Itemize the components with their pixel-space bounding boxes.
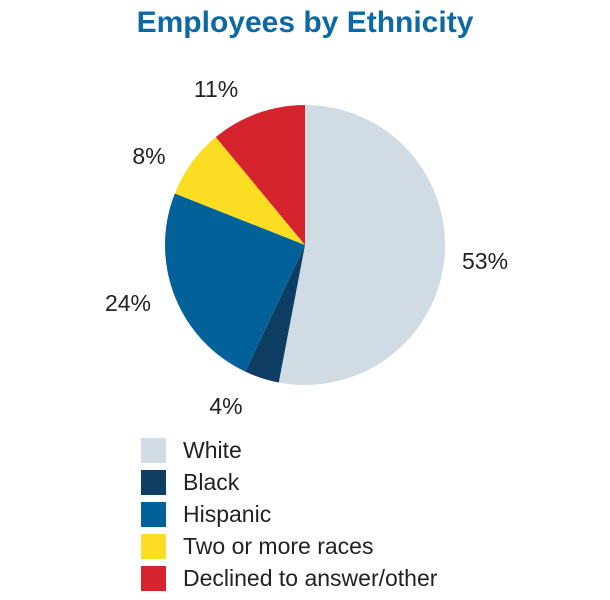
legend-item-hispanic: Hispanic	[141, 498, 437, 530]
legend-item-two-or-more-races: Two or more races	[141, 530, 437, 562]
legend-label-declined: Declined to answer/other	[183, 564, 438, 591]
chart-title: Employees by Ethnicity	[136, 6, 474, 39]
pie-label-black: 4%	[209, 393, 242, 419]
pie-slice-hispanic	[164, 193, 305, 372]
legend-label-black: Black	[183, 468, 240, 495]
legend-label-hispanic: Hispanic	[183, 500, 272, 527]
legend-swatch-black	[141, 469, 166, 495]
legend-swatch-declined	[141, 565, 166, 591]
legend-item-white: White	[141, 434, 437, 466]
pie-slice-declined-to-answer	[215, 105, 305, 245]
pie-slice-white	[278, 104, 446, 385]
legend-swatch-two-or-more-races	[141, 533, 166, 559]
legend-item-black: Black	[141, 466, 437, 498]
pie-label-hispanic: 24%	[105, 290, 151, 316]
pie-slice-black	[245, 245, 305, 383]
pie-slices	[164, 104, 446, 385]
pie-label-white: 53%	[462, 248, 508, 274]
pie-label-two-or-more-races: 8%	[132, 143, 165, 169]
chart-legend: White Black Hispanic Two or more races D…	[141, 434, 437, 594]
legend-label-two-or-more-races: Two or more races	[183, 532, 374, 559]
pie-slice-two-or-more-races	[174, 137, 305, 245]
legend-swatch-white	[141, 437, 166, 463]
legend-swatch-hispanic	[141, 501, 166, 527]
legend-label-white: White	[183, 436, 242, 463]
pie-percent-labels: 53% 4% 24% 8% 11%	[105, 76, 508, 419]
legend-item-declined: Declined to answer/other	[141, 562, 437, 594]
pie-label-declined-to-answer: 11%	[194, 76, 238, 102]
